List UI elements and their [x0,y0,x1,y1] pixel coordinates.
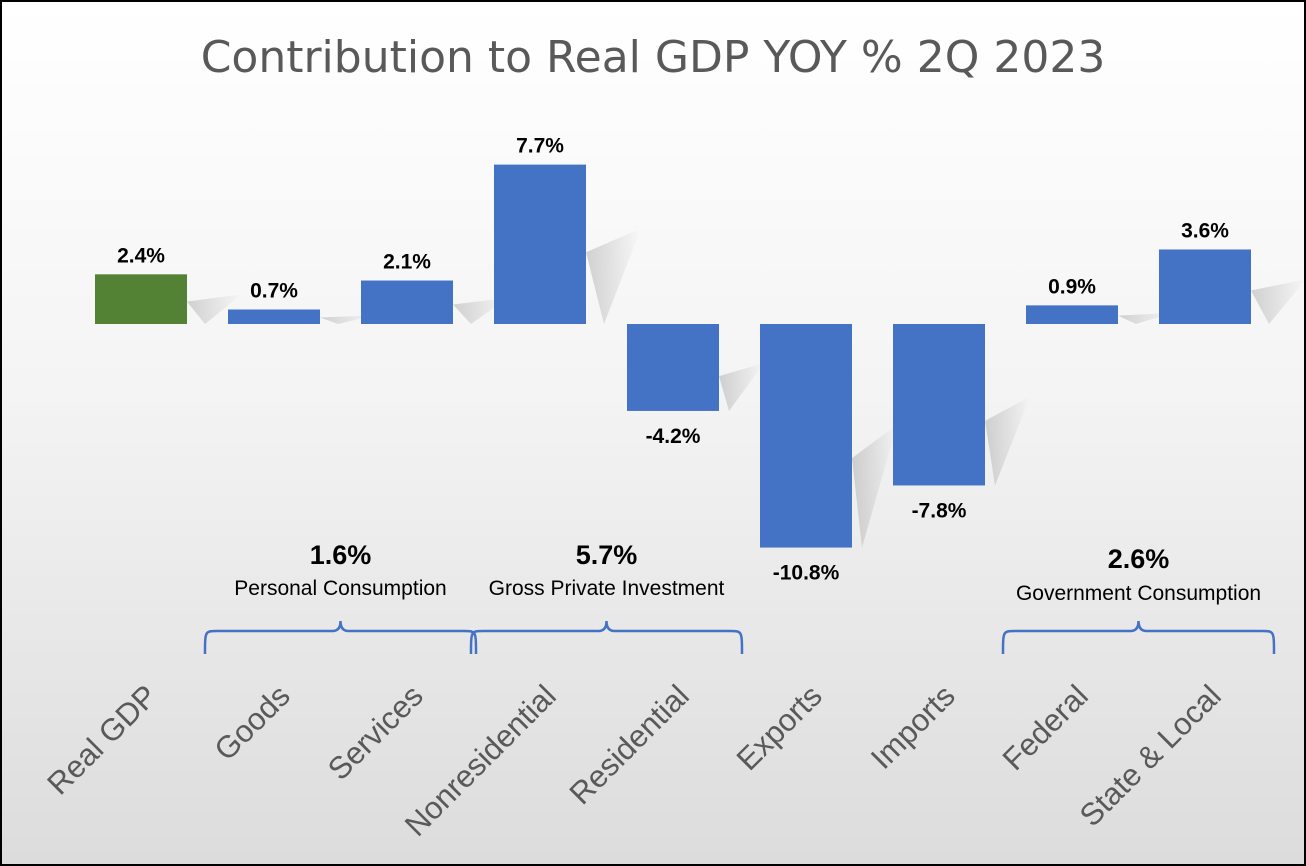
bar-shadow-state-and-local [1251,279,1304,324]
category-label-residential: Residential [563,678,696,811]
bar-state-and-local [1159,249,1251,324]
group-value-gross-private-investment: 5.7% [576,540,638,570]
data-label-exports: -10.8% [773,562,840,585]
data-label-goods: 0.7% [250,280,298,303]
chart-title: Contribution to Real GDP YOY % 2Q 2023 [200,32,1106,83]
data-label-state-and-local: 3.6% [1181,219,1229,242]
bar-residential [627,324,719,411]
bar-shadow-exports [852,424,897,548]
bar-shadow-residential [719,363,764,411]
category-label-goods: Goods [207,678,296,767]
bar-federal [1026,305,1118,324]
bar-shadow-real-gdp [187,294,242,324]
bracket-gross-private-investment [469,620,744,655]
bar-goods [228,309,320,324]
bracket-government-consumption [1001,620,1276,655]
bar-shadow-nonresidential [586,228,641,324]
group-name-personal-consumption: Personal Consumption [234,577,446,600]
data-label-real-gdp: 2.4% [117,244,165,267]
bar-nonresidential [494,164,586,324]
category-label-federal: Federal [996,678,1095,777]
group-value-government-consumption: 2.6% [1108,544,1170,574]
group-name-government-consumption: Government Consumption [1016,582,1261,605]
bar-exports [760,324,852,548]
category-label-imports: Imports [864,678,962,776]
bar-shadow-imports [985,396,1030,486]
group-name-gross-private-investment: Gross Private Investment [489,577,725,600]
data-label-nonresidential: 7.7% [516,135,564,158]
category-label-exports: Exports [730,678,829,777]
data-label-imports: -7.8% [912,499,967,522]
category-label-state-and-local: State & Local [1073,678,1228,833]
bar-imports [893,324,985,486]
bar-real-gdp [95,274,187,324]
data-label-federal: 0.9% [1048,275,1096,298]
bracket-personal-consumption [203,620,478,655]
data-label-services: 2.1% [383,251,431,274]
category-label-services: Services [321,678,430,787]
category-label-real-gdp: Real GDP [40,678,163,801]
group-value-personal-consumption: 1.6% [310,540,372,570]
bar-services [361,280,453,324]
data-label-residential: -4.2% [646,425,701,448]
